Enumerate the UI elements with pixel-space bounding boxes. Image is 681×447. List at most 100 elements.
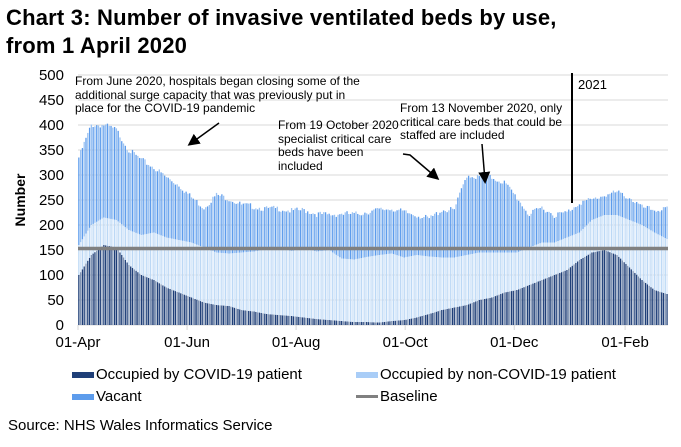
y-tick-label: 500: [39, 67, 64, 84]
bar-vacant: [121, 141, 123, 225]
bar-covid: [378, 322, 380, 325]
bar-vacant: [221, 194, 223, 253]
bar-covid: [221, 305, 223, 325]
bar-vacant: [408, 213, 411, 257]
bar-covid: [260, 312, 262, 325]
bar-vacant: [122, 143, 125, 226]
bar-covid: [196, 299, 198, 325]
bar-vacant: [482, 177, 484, 253]
bar-covid: [584, 256, 586, 325]
bar-vacant: [577, 206, 579, 234]
bar-covid: [256, 312, 259, 325]
bar-vacant: [308, 213, 311, 250]
bar-vacant: [301, 207, 303, 248]
bar-noncovid: [646, 228, 649, 285]
bar-vacant: [466, 177, 468, 255]
bar-noncovid: [357, 258, 359, 322]
bar-vacant: [383, 210, 386, 255]
bar-vacant: [348, 214, 350, 260]
gridlines: [78, 74, 668, 326]
bar-vacant: [437, 215, 439, 258]
bar-noncovid: [553, 242, 556, 275]
bar-noncovid: [619, 216, 622, 259]
bar-covid: [237, 308, 239, 325]
bar-vacant: [455, 204, 457, 258]
bar-covid: [335, 320, 337, 325]
bar-vacant: [374, 208, 377, 256]
bar-noncovid: [181, 240, 184, 294]
bar-noncovid: [532, 246, 534, 284]
bar-noncovid: [203, 247, 205, 303]
bar-vacant: [641, 204, 643, 225]
bar-noncovid: [217, 252, 219, 306]
bar-covid: [171, 289, 173, 325]
bar-vacant: [239, 201, 241, 253]
bar-covid: [169, 288, 171, 325]
bar-noncovid: [321, 250, 323, 320]
bar-covid: [453, 307, 455, 325]
bar-noncovid: [149, 233, 152, 279]
bar-noncovid: [185, 241, 187, 296]
bar-noncovid: [228, 253, 230, 306]
bar-vacant: [634, 202, 636, 223]
bar-vacant: [621, 192, 624, 218]
bar-covid: [219, 305, 221, 325]
bar-vacant: [510, 189, 513, 253]
bar-vacant: [630, 199, 632, 221]
bar-vacant: [568, 209, 570, 237]
y-axis-ticks: 0 50 100 150 200 250 300 350 400 450 500: [39, 67, 64, 334]
bar-covid: [489, 297, 491, 325]
bar-covid: [553, 275, 556, 325]
bar-covid: [364, 322, 366, 325]
bar-noncovid: [489, 252, 491, 298]
bar-covid: [87, 260, 89, 325]
bar-covid: [99, 247, 101, 325]
bar-covid: [224, 305, 227, 325]
bar-covid: [519, 288, 522, 325]
bar-covid: [319, 319, 321, 325]
bar-covid: [459, 306, 461, 325]
bar-covid: [290, 316, 293, 325]
bar-noncovid: [178, 240, 180, 293]
legend-swatch-noncovid: [356, 371, 378, 378]
bar-noncovid: [310, 249, 312, 319]
bar-covid: [246, 310, 248, 325]
bar-covid: [618, 256, 620, 325]
bar-noncovid: [171, 238, 173, 290]
bar-covid: [616, 255, 618, 325]
bar-covid: [158, 283, 160, 325]
bar-covid: [636, 274, 638, 325]
bar-noncovid: [212, 251, 214, 305]
bar-vacant: [276, 206, 278, 248]
bar-noncovid: [530, 246, 532, 285]
bar-covid: [303, 317, 305, 325]
bar-noncovid: [426, 256, 429, 315]
bar-noncovid: [453, 257, 455, 308]
bar-noncovid: [419, 255, 421, 317]
bar-covid: [573, 264, 575, 325]
bar-vacant: [244, 203, 246, 253]
bar-vacant: [201, 208, 203, 247]
bar-covid: [442, 309, 445, 325]
bar-vacant: [464, 180, 466, 256]
bar-noncovid: [326, 250, 329, 320]
bar-noncovid: [344, 258, 346, 322]
bar-noncovid: [187, 241, 189, 297]
bar-noncovid: [485, 252, 488, 299]
x-axis-ticks: 01-Apr 01-Jun 01-Aug 01-Oct 01-Dec 01-Feb: [55, 325, 649, 351]
bar-vacant: [151, 166, 153, 233]
bar-vacant: [501, 183, 504, 253]
annotation-surge-line-1: From June 2020, hospitals began closing …: [75, 74, 360, 88]
bar-covid: [423, 315, 425, 325]
bar-noncovid: [526, 248, 529, 286]
bar-noncovid: [457, 256, 459, 307]
bar-noncovid: [174, 239, 177, 292]
bar-vacant: [282, 210, 284, 249]
bar-covid: [666, 294, 668, 325]
bar-vacant: [580, 204, 582, 231]
bar-covid: [659, 291, 661, 325]
bar-noncovid: [564, 238, 566, 271]
bar-vacant: [194, 200, 196, 244]
bar-vacant: [341, 213, 343, 259]
bar-covid: [287, 315, 289, 325]
